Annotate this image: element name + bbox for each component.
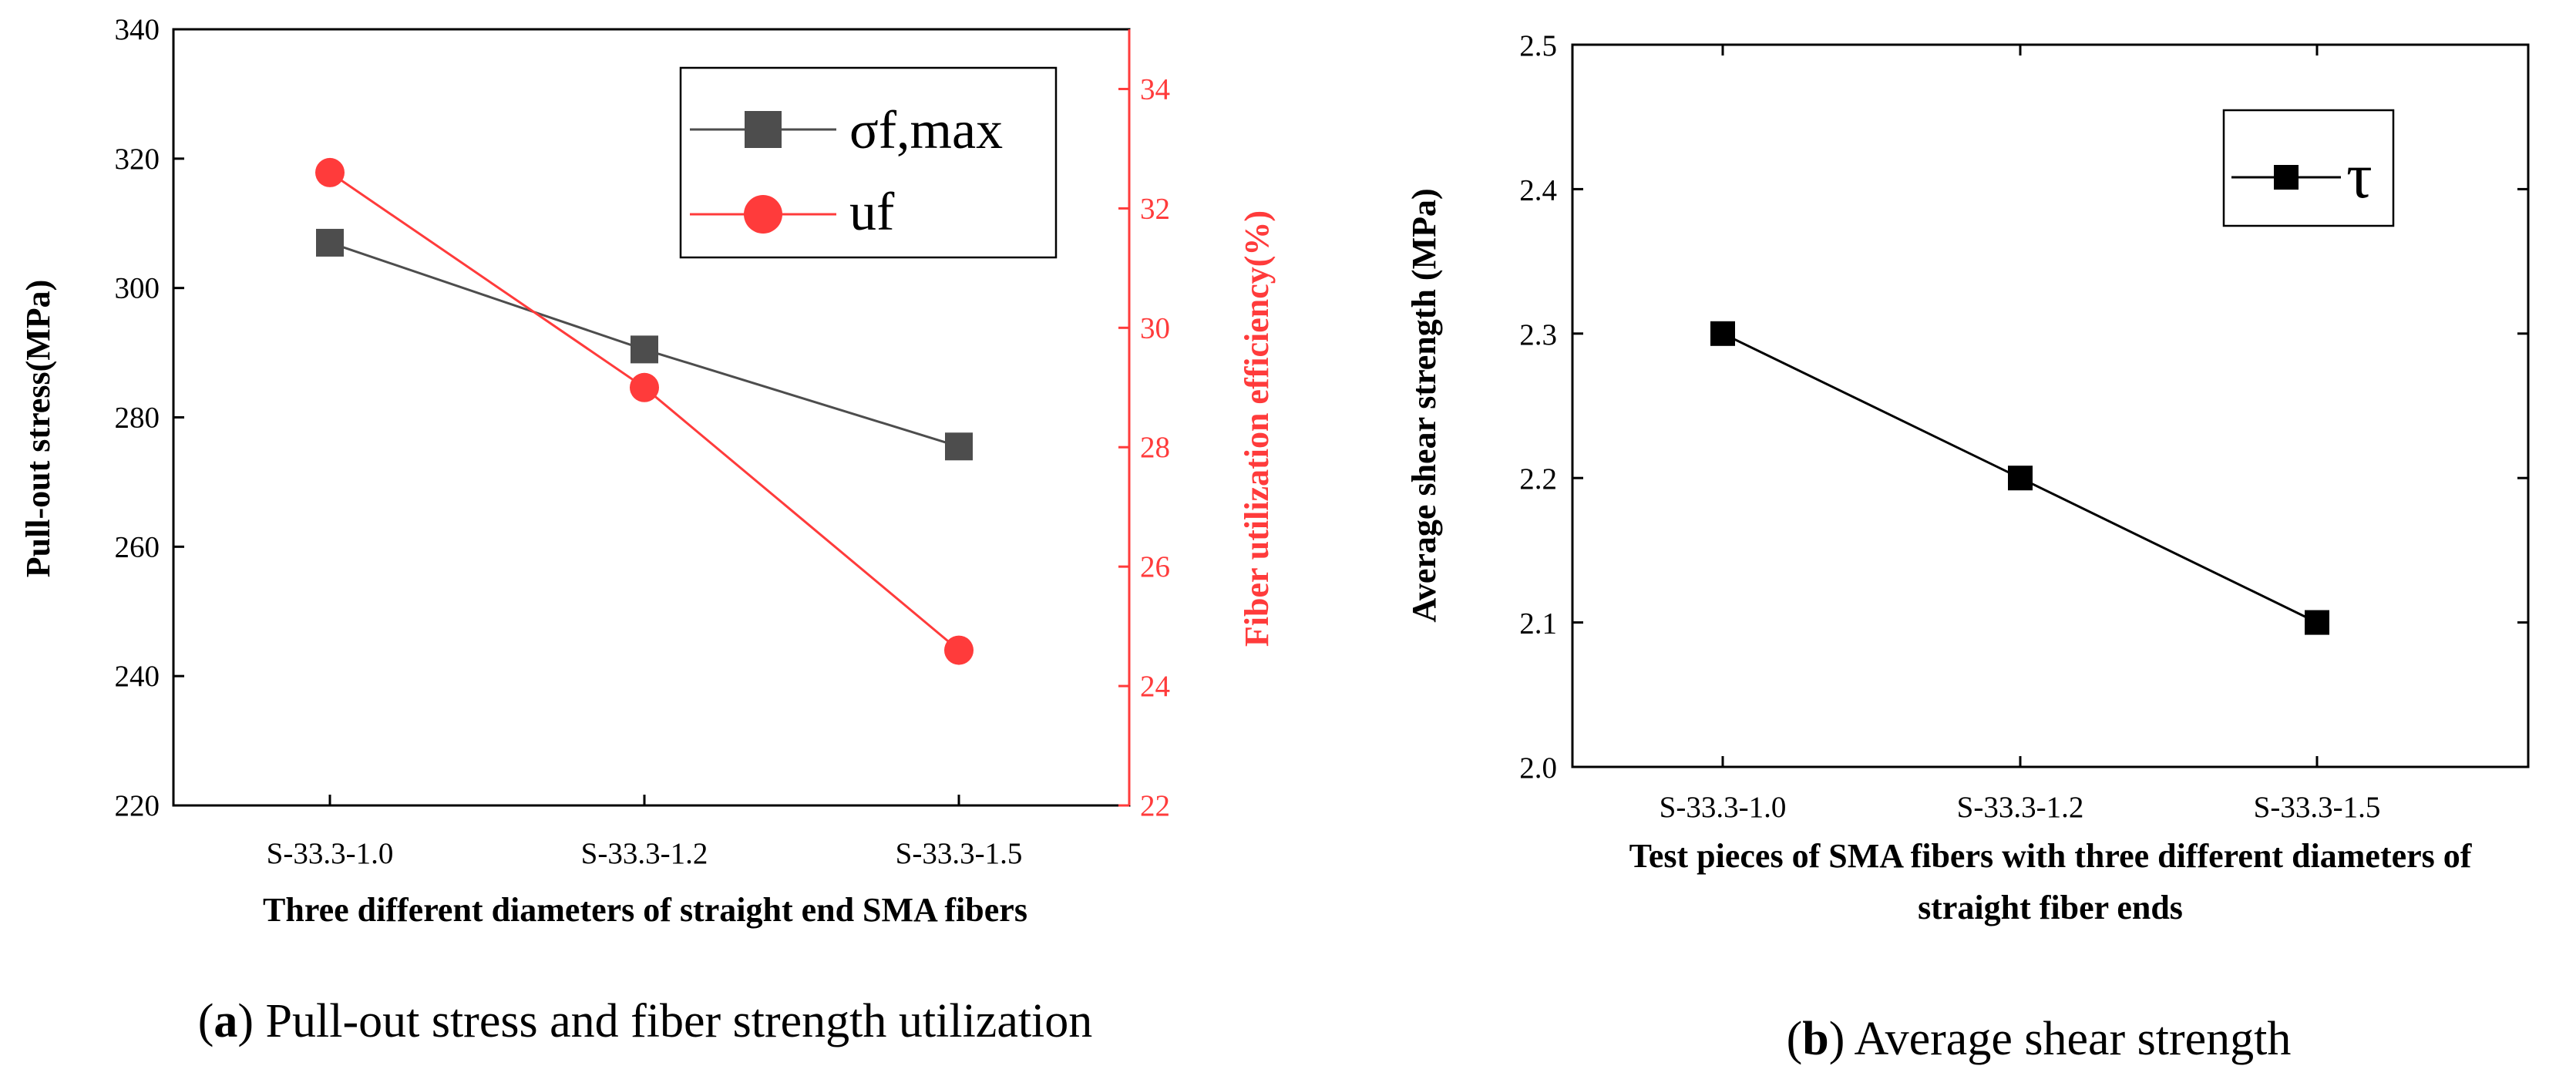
panel-a-x-tick-label: S-33.3-1.2 [581, 837, 708, 870]
panel-b-point-tau [2305, 610, 2329, 635]
panel-a-markers [315, 157, 974, 665]
panel-b-point-tau [1710, 321, 1735, 346]
panel-b-x-tick-label: S-33.3-1.2 [1957, 791, 2084, 824]
legend-label-tau: τ [2346, 140, 2373, 212]
panel-b-frame [1571, 43, 2530, 768]
panel-a-left-tick-label: 340 [115, 13, 160, 46]
panel-b-y-tick-label: 2.4 [1519, 173, 1557, 207]
panel-a-point-uf [944, 635, 974, 665]
panel-b: 2.02.12.22.32.42.5 S-33.3-1.0 S-33.3-1.2 S… [1405, 29, 2530, 1065]
panel-a-left-tick-label: 220 [115, 789, 160, 822]
legend-marker-tau [2274, 165, 2299, 190]
panel-b-point-tau [2008, 466, 2033, 491]
panel-a-left-tick-label: 260 [115, 530, 160, 563]
panel-b-y-tick-label: 2.0 [1519, 751, 1557, 785]
legend-marker-uf [744, 195, 782, 234]
panel-a-right-tick-label: 24 [1140, 670, 1170, 703]
panel-b-caption-label: b [1802, 1013, 1828, 1065]
panel-b-caption: (b) Average shear strength [1787, 1013, 2292, 1065]
panel-a-left-tick-label: 300 [115, 272, 160, 305]
panel-a-right-tick-label: 34 [1140, 72, 1170, 106]
legend-label-uf: uf [849, 183, 895, 242]
panel-a-y-axis-title: Pull-out stress(MPa) [19, 280, 57, 578]
panel-a-left-ticks: 220 240 260 280 300 320 340 [115, 13, 184, 822]
panel-a-caption-text: Pull-out stress and fiber strength utili… [266, 995, 1093, 1047]
panel-a-caption: (a) Pull-out stress and fiber strength u… [198, 995, 1093, 1047]
panel-a: 220 240 260 280 300 320 340 22 24 26 28 30 32 34 S-3… [19, 13, 1276, 1047]
panel-a-right-tick-label: 32 [1140, 192, 1170, 225]
panel-a-point-uf [315, 157, 345, 187]
panel-a-point-uf [630, 372, 659, 402]
panel-a-x-ticks: S-33.3-1.0 S-33.3-1.2 S-33.3-1.5 [267, 795, 1023, 870]
panel-a-right-ticks: 22 24 26 28 30 32 34 [1118, 72, 1170, 822]
panel-b-legend-box [2222, 109, 2395, 227]
panel-a-x-axis-title: Three different diameters of straight en… [263, 891, 1027, 929]
panel-a-caption-label: a [214, 995, 237, 1047]
panel-b-legend: τ [2222, 109, 2395, 227]
panel-a-right-tick-label: 22 [1140, 789, 1170, 822]
panel-b-x-axis-title-line-1: Test pieces of SMA fibers with three dif… [1629, 837, 2473, 875]
panel-b-x-axis-title-line-2: straight fiber ends [1918, 889, 2183, 926]
panel-b-x-tick-label: S-33.3-1.0 [1660, 791, 1787, 824]
panel-a-left-tick-label: 320 [115, 143, 160, 176]
panel-b-y-tick-label: 2.1 [1519, 607, 1557, 641]
panel-a-point-sigma [945, 432, 973, 461]
panel-b-x-ticks: S-33.3-1.0 S-33.3-1.2 S-33.3-1.5 [1660, 45, 2381, 824]
panel-a-left-tick-label: 280 [115, 402, 160, 435]
panel-a-right-tick-label: 26 [1140, 550, 1170, 583]
panel-a-left-tick-label: 240 [115, 660, 160, 693]
panel-b-y-tick-label: 2.3 [1519, 318, 1557, 351]
panel-a-right-tick-label: 30 [1140, 311, 1170, 345]
panel-a-y2-axis-title: Fiber utilization efficiency(%) [1238, 210, 1276, 647]
panel-b-y-tick-label: 2.5 [1519, 29, 1557, 62]
legend-marker-sigma [745, 111, 782, 148]
panel-b-y-ticks: 2.0 2.1 2.2 2.3 2.4 2.5 [1519, 29, 2528, 785]
panel-a-legend: σf,max uf [679, 66, 1058, 259]
panel-a-x-tick-label: S-33.3-1.5 [896, 837, 1023, 870]
panel-a-x-tick-label: S-33.3-1.0 [267, 837, 394, 870]
panel-b-y-tick-label: 2.2 [1519, 462, 1557, 496]
panel-b-caption-text: Average shear strength [1854, 1013, 2291, 1065]
legend-label-sigma: σf,max [849, 101, 1003, 160]
panel-a-point-sigma [316, 228, 344, 257]
panel-a-legend-box [679, 66, 1058, 259]
panel-a-point-sigma [631, 335, 658, 364]
panel-b-x-tick-label: S-33.3-1.5 [2254, 791, 2381, 824]
panel-b-markers [1710, 321, 2329, 635]
panel-b-y-axis-title: Average shear strength (MPa) [1405, 188, 1443, 622]
panel-a-right-tick-label: 28 [1140, 431, 1170, 464]
